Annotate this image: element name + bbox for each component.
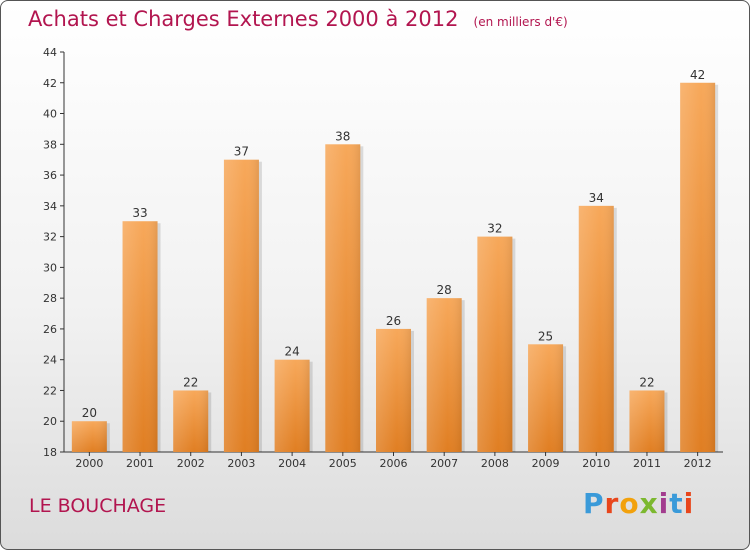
x-tick-label: 2012 bbox=[684, 457, 712, 470]
x-tick-label: 2000 bbox=[75, 457, 103, 470]
y-tick-label: 28 bbox=[43, 292, 57, 305]
data-label: 25 bbox=[538, 329, 553, 343]
data-label: 38 bbox=[335, 129, 350, 143]
bar-highlight bbox=[426, 298, 462, 452]
y-tick-label: 22 bbox=[43, 384, 57, 397]
x-tick-label: 2007 bbox=[430, 457, 458, 470]
commune-name: LE BOUCHAGE bbox=[29, 495, 167, 517]
x-tick-label: 2005 bbox=[329, 457, 357, 470]
data-label: 24 bbox=[284, 345, 299, 359]
x-tick-label: 2010 bbox=[582, 457, 610, 470]
y-tick-label: 36 bbox=[43, 169, 57, 182]
data-label: 26 bbox=[386, 314, 401, 328]
bar-highlight bbox=[680, 82, 716, 453]
y-tick-label: 34 bbox=[43, 200, 57, 213]
y-tick-label: 38 bbox=[43, 138, 57, 151]
x-tick-label: 2003 bbox=[227, 457, 255, 470]
data-label: 20 bbox=[82, 406, 97, 420]
x-tick-label: 2001 bbox=[126, 457, 154, 470]
bar-highlight bbox=[578, 205, 614, 452]
data-label: 28 bbox=[437, 283, 452, 297]
x-tick-label: 2008 bbox=[481, 457, 509, 470]
x-tick-label: 2011 bbox=[633, 457, 661, 470]
x-tick-label: 2009 bbox=[532, 457, 560, 470]
bar-highlight bbox=[629, 390, 665, 452]
bar-highlight bbox=[325, 144, 361, 453]
proxiti-logo: Proxiti bbox=[583, 487, 695, 520]
x-tick-label: 2006 bbox=[380, 457, 408, 470]
bar-highlight bbox=[528, 344, 564, 452]
y-tick-label: 30 bbox=[43, 261, 57, 274]
bar-highlight bbox=[71, 421, 107, 452]
bar-highlight bbox=[274, 359, 310, 452]
bar-highlight bbox=[223, 159, 259, 452]
bar-highlight bbox=[376, 328, 411, 452]
title-row: Achats et Charges Externes 2000 à 2012 (… bbox=[28, 7, 568, 31]
data-label: 37 bbox=[234, 145, 249, 159]
data-label: 22 bbox=[183, 375, 198, 389]
y-tick-label: 24 bbox=[43, 354, 57, 367]
data-label: 32 bbox=[487, 222, 502, 236]
x-tick-label: 2004 bbox=[278, 457, 306, 470]
x-tick-label: 2002 bbox=[177, 457, 205, 470]
data-label: 42 bbox=[690, 68, 705, 82]
data-label: 22 bbox=[639, 375, 654, 389]
y-tick-label: 44 bbox=[43, 46, 57, 59]
chart-unit: (en milliers d'€) bbox=[473, 15, 568, 29]
y-tick-label: 20 bbox=[43, 415, 57, 428]
y-tick-label: 40 bbox=[43, 108, 57, 121]
y-tick-label: 18 bbox=[43, 446, 57, 459]
y-tick-label: 26 bbox=[43, 323, 57, 336]
bar-highlight bbox=[122, 221, 158, 452]
bar-highlight bbox=[477, 236, 513, 452]
y-tick-label: 42 bbox=[43, 77, 57, 90]
y-tick-label: 32 bbox=[43, 231, 57, 244]
data-label: 34 bbox=[589, 191, 604, 205]
data-label: 33 bbox=[132, 206, 147, 220]
bar-highlight bbox=[173, 390, 209, 452]
chart-title: Achats et Charges Externes 2000 à 2012 bbox=[28, 7, 459, 31]
